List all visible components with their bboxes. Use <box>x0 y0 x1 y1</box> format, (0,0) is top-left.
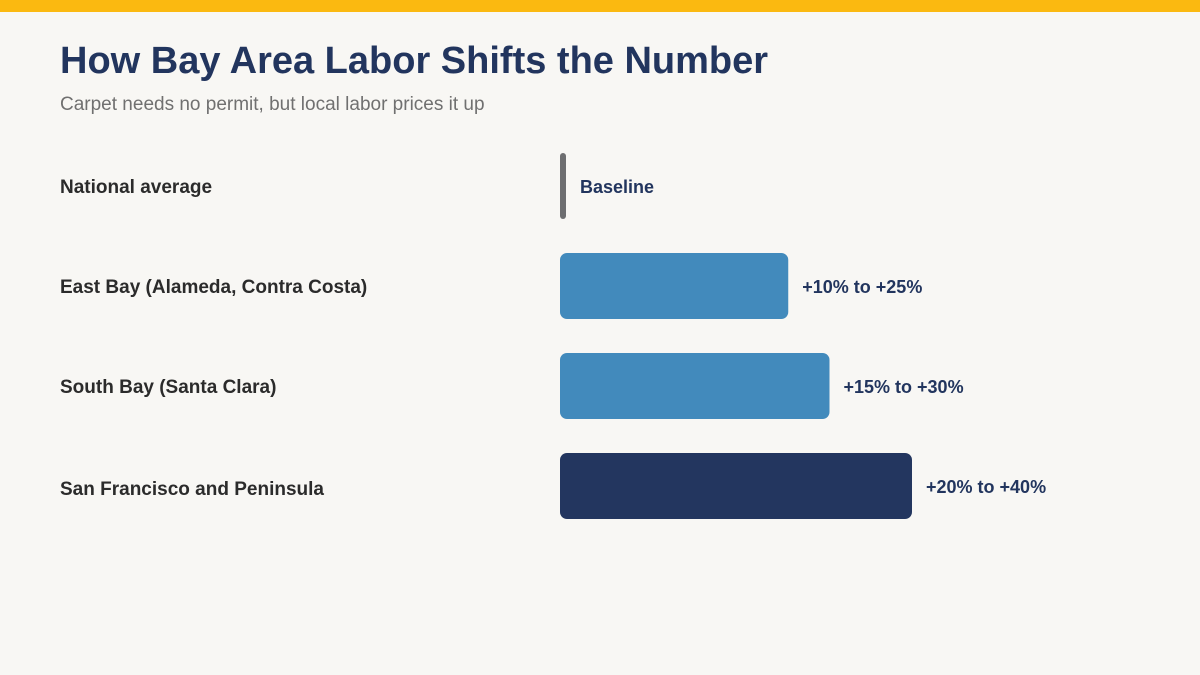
top-accent-band <box>0 0 1200 12</box>
value-label-national-average: Baseline <box>580 177 654 197</box>
value-label-san-francisco-and-peninsula: +20% to +40% <box>926 477 1046 497</box>
baseline-marker <box>560 153 566 219</box>
page-title: How Bay Area Labor Shifts the Number <box>60 40 769 82</box>
row-label-national-average: National average <box>60 177 213 198</box>
value-label-south-bay-santa-clara: +15% to +30% <box>844 377 964 397</box>
row-label-east-bay: East Bay (Alameda, Contra Costa) <box>60 277 368 298</box>
page-subtitle: Carpet needs no permit, but local labor … <box>60 94 485 115</box>
bar-san-francisco-and-peninsula <box>560 453 912 519</box>
value-label-east-bay-alameda-contra-costa: +10% to +25% <box>802 277 922 297</box>
row-label-san-francisco-peninsula: San Francisco and Peninsula <box>60 479 324 500</box>
bar-east-bay-alameda-contra-costa <box>560 253 789 319</box>
row-label-south-bay: South Bay (Santa Clara) <box>60 377 277 398</box>
bar-south-bay-santa-clara <box>560 353 830 419</box>
